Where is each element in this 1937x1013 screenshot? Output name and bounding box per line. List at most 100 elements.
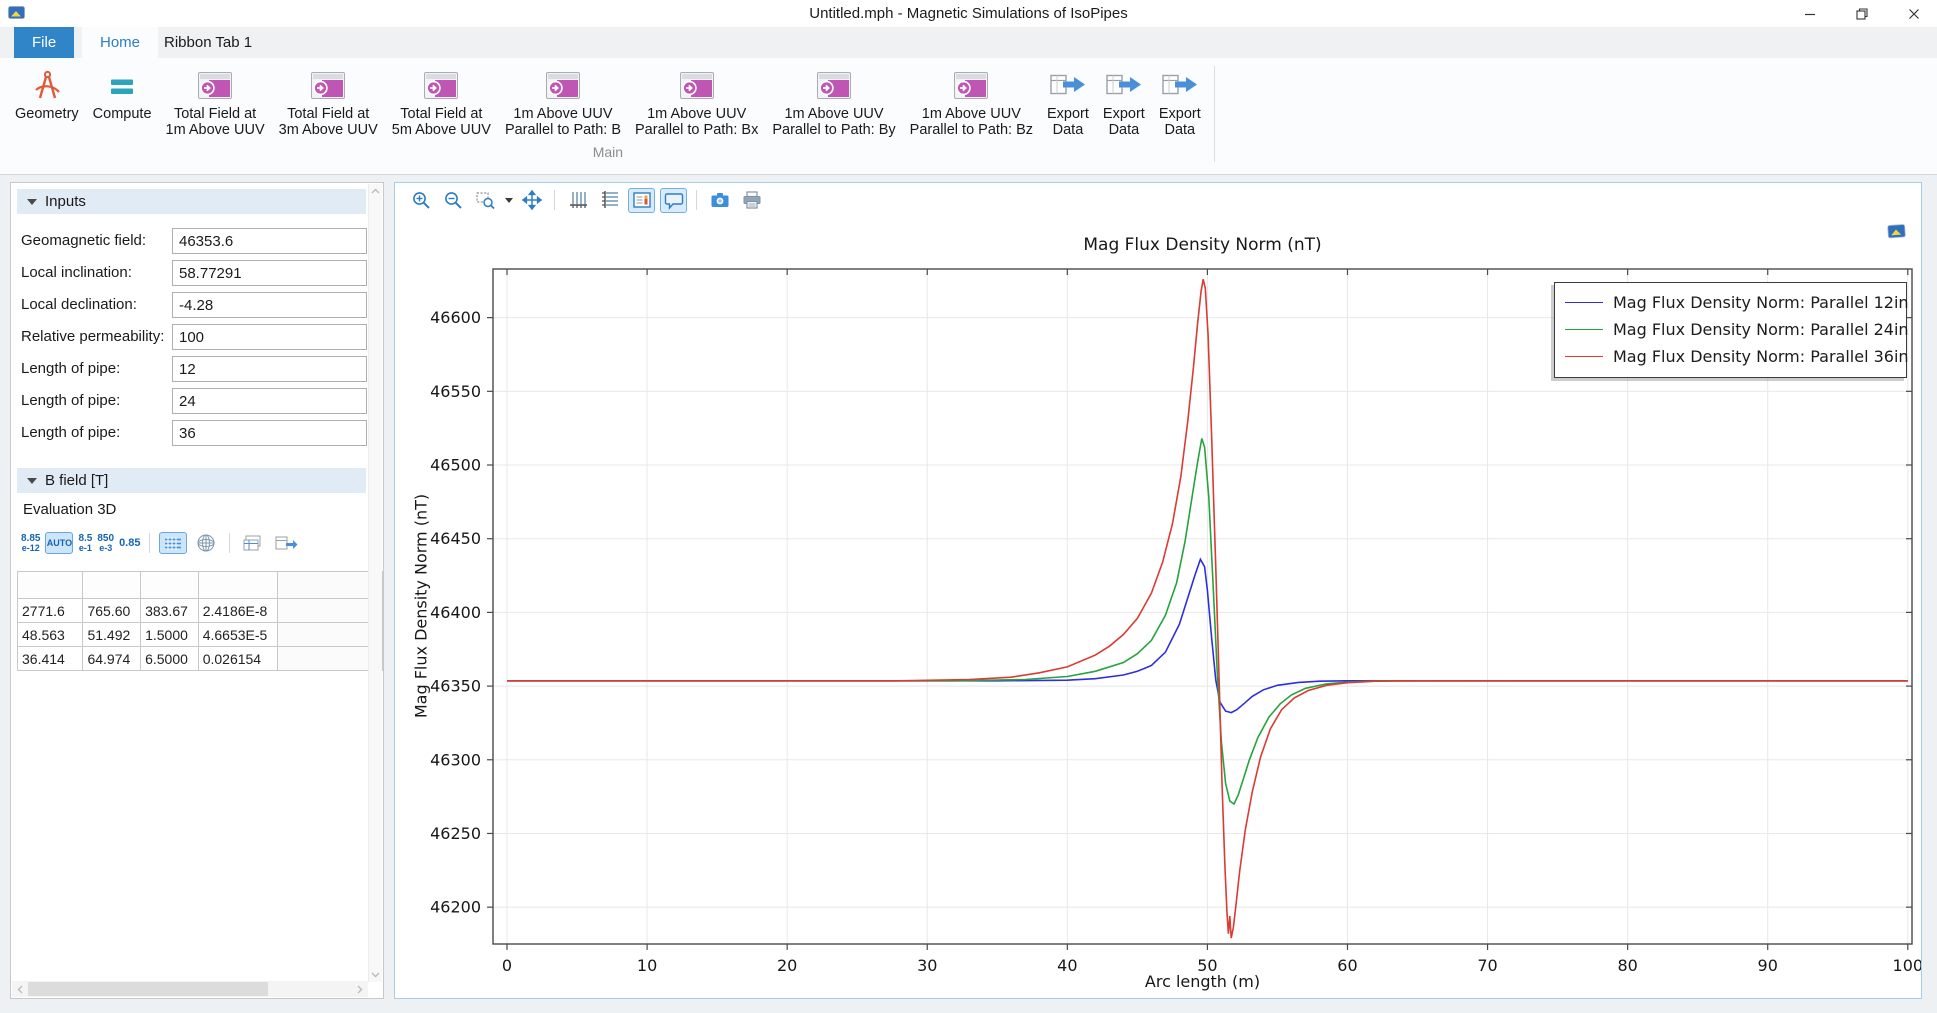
scrollbar-thumb[interactable] xyxy=(28,982,268,996)
ribbon-button-1m-above-uuv-parallel-to-path-by[interactable]: 1m Above UUVParallel to Path: By xyxy=(765,62,902,140)
title-bar: Untitled.mph - Magnetic Simulations of I… xyxy=(0,0,1937,27)
plot-window-icon xyxy=(952,64,990,106)
table-row[interactable]: 2771.6765.60383.672.4186E-8 xyxy=(18,599,383,623)
vertical-scrollbar[interactable] xyxy=(368,184,382,982)
svg-text:46550: 46550 xyxy=(430,382,481,401)
precision-sci-button[interactable]: 8.85e-12 xyxy=(21,534,40,553)
field-input-4[interactable] xyxy=(172,356,367,382)
minimize-button[interactable] xyxy=(1787,0,1833,27)
legend-line-sample xyxy=(1565,302,1603,303)
field-label-3: Relative permeability: xyxy=(21,324,164,350)
ribbon-button-export-data[interactable]: ExportData xyxy=(1040,62,1096,140)
legend-label: Mag Flux Density Norm: Parallel 36in xyxy=(1613,347,1909,366)
col-header-filler xyxy=(277,572,382,599)
field-input-1[interactable] xyxy=(172,260,367,286)
scroll-left-icon[interactable] xyxy=(12,981,28,997)
scroll-up-icon[interactable] xyxy=(369,184,382,198)
scroll-down-icon[interactable] xyxy=(369,968,382,982)
grid-vertical-icon[interactable] xyxy=(564,188,591,213)
section-header-inputs[interactable]: Inputs xyxy=(17,189,366,214)
ribbon-button-label: ExportData xyxy=(1159,106,1201,138)
cell: 2.4186E-8 xyxy=(198,599,277,623)
form-panel: Inputs Geomagnetic field:Local inclinati… xyxy=(10,182,384,999)
ribbon-button-export-data[interactable]: ExportData xyxy=(1096,62,1152,140)
ribbon-button-label: 1m Above UUVParallel to Path: Bz xyxy=(910,106,1033,138)
legend-label: Mag Flux Density Norm: Parallel 24in xyxy=(1613,320,1909,339)
image-snapshot-icon[interactable] xyxy=(706,188,733,213)
ribbon-button-compute[interactable]: Compute xyxy=(86,62,159,124)
compute-equals-icon xyxy=(104,64,140,106)
ribbon-button-export-data[interactable]: ExportData xyxy=(1152,62,1208,140)
plot-tooltip-icon[interactable] xyxy=(660,188,687,213)
cell-filler xyxy=(277,647,382,671)
restore-button[interactable] xyxy=(1839,0,1885,27)
zoom-extents-icon[interactable] xyxy=(518,188,545,213)
precision-auto-button[interactable]: AUTO xyxy=(45,532,73,554)
grid-horizontal-icon[interactable] xyxy=(596,188,623,213)
zoom-in-icon[interactable] xyxy=(407,188,434,213)
horizontal-scrollbar[interactable] xyxy=(12,981,368,997)
cell: 48.563 xyxy=(18,623,83,647)
ribbon-button-1m-above-uuv-parallel-to-path-bx[interactable]: 1m Above UUVParallel to Path: Bx xyxy=(628,62,765,140)
ribbon-tab-row: File Home Ribbon Tab 1 xyxy=(0,27,1937,59)
field-input-5[interactable] xyxy=(172,388,367,414)
export-table-icon[interactable] xyxy=(272,532,300,554)
ribbon-button-label: 1m Above UUVParallel to Path: B xyxy=(505,106,621,138)
col-header-x[interactable] xyxy=(18,572,83,599)
precision-plain-button[interactable]: 0.85 xyxy=(119,537,140,549)
collapse-triangle-icon xyxy=(27,199,37,205)
dropdown-caret-icon[interactable] xyxy=(505,198,513,203)
window-title: Untitled.mph - Magnetic Simulations of I… xyxy=(0,0,1937,27)
svg-text:46250: 46250 xyxy=(430,824,481,843)
cell: 0.026154 xyxy=(198,647,277,671)
ribbon-button-total-field-at-3m-above-uuv[interactable]: Total Field at3m Above UUV xyxy=(272,62,385,140)
copy-table-icon[interactable] xyxy=(239,532,267,554)
col-header-y[interactable] xyxy=(83,572,141,599)
scroll-right-icon[interactable] xyxy=(352,981,368,997)
ribbon-button-label: Total Field at3m Above UUV xyxy=(279,106,378,138)
ribbon-button-label: ExportData xyxy=(1103,106,1145,138)
print-icon[interactable] xyxy=(738,188,765,213)
collapse-triangle-icon xyxy=(27,478,37,484)
polar-display-icon[interactable] xyxy=(192,532,220,554)
ribbon-button-total-field-at-1m-above-uuv[interactable]: Total Field at1m Above UUV xyxy=(159,62,272,140)
cell: 765.60 xyxy=(83,599,141,623)
matrix-display-icon[interactable] xyxy=(159,532,187,554)
table-row[interactable]: 48.56351.4921.50004.6653E-5 xyxy=(18,623,383,647)
close-button[interactable] xyxy=(1891,0,1937,27)
table-row[interactable]: 36.41464.9746.50000.026154 xyxy=(18,647,383,671)
legend-entry: Mag Flux Density Norm: Parallel 36in xyxy=(1565,343,1896,370)
col-header-z[interactable] xyxy=(141,572,199,599)
precision-sci2-button[interactable]: 8.5e-1 xyxy=(78,534,92,553)
ribbon-button-1m-above-uuv-parallel-to-path-bz[interactable]: 1m Above UUVParallel to Path: Bz xyxy=(903,62,1040,140)
ribbon-button-label: ExportData xyxy=(1047,106,1089,138)
tab-ribbon-tab-1[interactable]: Ribbon Tab 1 xyxy=(146,27,270,58)
cell: 383.67 xyxy=(141,599,199,623)
ribbon-button-geometry[interactable]: Geometry xyxy=(8,62,86,124)
field-input-3[interactable] xyxy=(172,324,367,350)
zoom-box-icon[interactable] xyxy=(471,188,498,213)
zoom-out-icon[interactable] xyxy=(439,188,466,213)
graphics-toolbar xyxy=(395,183,1921,217)
legend-entry: Mag Flux Density Norm: Parallel 12in xyxy=(1565,289,1896,316)
ribbon-button-1m-above-uuv-parallel-to-path-b[interactable]: 1m Above UUVParallel to Path: B xyxy=(498,62,628,140)
ribbon-button-total-field-at-5m-above-uuv[interactable]: Total Field at5m Above UUV xyxy=(385,62,498,140)
show-legends-icon[interactable] xyxy=(628,188,655,213)
col-header-Value[interactable] xyxy=(198,572,277,599)
inputs-section-title: Inputs xyxy=(45,193,86,210)
ribbon-button-label: Compute xyxy=(93,106,152,122)
toolbar-separator xyxy=(696,190,697,210)
section-header-bfield[interactable]: B field [T] xyxy=(17,468,366,493)
precision-sci3-button[interactable]: 850e-3 xyxy=(97,534,114,553)
export-data-icon xyxy=(1048,64,1088,106)
cell: 1.5000 xyxy=(141,623,199,647)
field-input-2[interactable] xyxy=(172,292,367,318)
field-input-0[interactable] xyxy=(172,228,367,254)
evaluation-toolbar: 8.85e-12 AUTO 8.5e-1 850e-3 0.85 xyxy=(21,531,300,555)
ribbon-button-label: Geometry xyxy=(15,106,79,122)
field-input-6[interactable] xyxy=(172,420,367,446)
y-axis-label: Mag Flux Density Norm (nT) xyxy=(412,494,431,718)
legend-line-sample xyxy=(1565,356,1603,357)
chart-legend: Mag Flux Density Norm: Parallel 12in Mag … xyxy=(1554,282,1907,378)
file-menu-button[interactable]: File xyxy=(14,27,74,58)
